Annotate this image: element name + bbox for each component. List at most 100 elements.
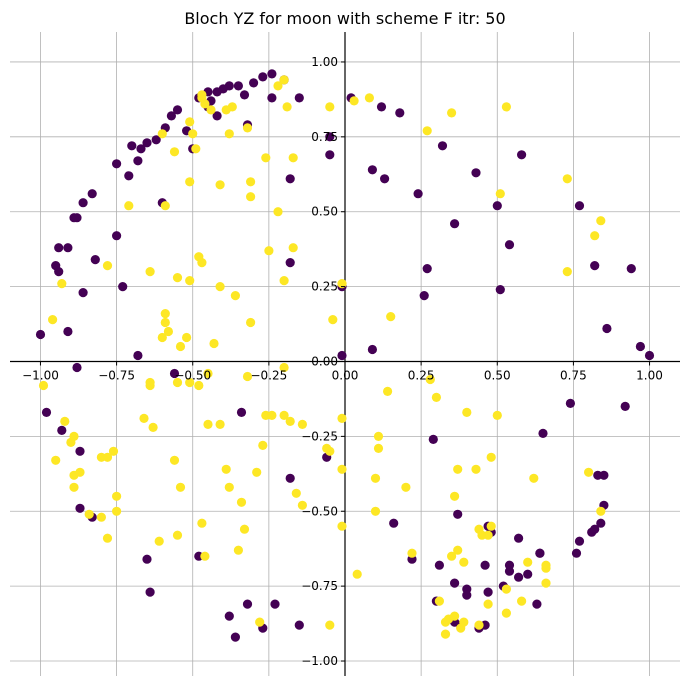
x-tick-label: −0.25	[250, 368, 287, 382]
data-point	[200, 551, 210, 561]
data-point	[626, 264, 636, 274]
data-point	[169, 368, 180, 379]
data-point	[63, 326, 73, 337]
data-point	[145, 267, 155, 277]
data-point	[285, 473, 295, 483]
y-tick-label: −0.25	[301, 429, 338, 443]
data-point	[48, 315, 58, 325]
data-point	[462, 407, 472, 417]
data-point	[169, 147, 180, 157]
data-point	[112, 159, 122, 169]
data-point	[54, 243, 64, 253]
data-point	[437, 141, 448, 151]
data-point	[471, 168, 481, 178]
data-point	[325, 132, 335, 142]
data-point	[258, 72, 268, 82]
data-point	[434, 560, 444, 570]
data-point	[279, 75, 289, 85]
data-point	[221, 105, 231, 115]
data-point	[285, 416, 295, 426]
data-point	[337, 464, 347, 474]
x-tick-label: −0.75	[98, 368, 135, 382]
data-point	[230, 291, 240, 301]
data-point	[504, 240, 515, 250]
data-point	[267, 93, 277, 103]
data-point	[337, 350, 347, 361]
data-point	[191, 144, 201, 154]
y-tick-label: −1.00	[301, 654, 338, 668]
data-point	[96, 512, 106, 522]
data-point	[532, 599, 542, 609]
data-point	[139, 413, 149, 423]
data-point	[514, 572, 524, 582]
data-point	[252, 467, 262, 477]
data-point	[136, 144, 146, 154]
data-point	[246, 192, 256, 202]
data-point	[127, 141, 137, 151]
data-point	[349, 96, 359, 106]
data-point	[337, 279, 347, 289]
data-point	[620, 401, 630, 411]
data-point	[160, 201, 170, 211]
data-point	[124, 201, 134, 211]
data-point	[87, 189, 97, 199]
data-point	[249, 78, 259, 88]
data-point	[428, 434, 438, 444]
data-point	[133, 156, 143, 166]
data-point	[157, 332, 167, 343]
data-point	[203, 419, 213, 429]
data-point	[145, 587, 155, 597]
data-point	[166, 111, 176, 121]
data-point	[471, 464, 481, 474]
data-point	[517, 150, 527, 160]
data-point	[78, 198, 88, 208]
data-points	[35, 69, 655, 642]
data-point	[169, 455, 180, 465]
data-point	[175, 482, 186, 492]
data-point	[273, 81, 283, 91]
data-point	[215, 419, 225, 429]
data-point	[492, 410, 502, 420]
data-point	[370, 473, 381, 483]
data-point	[142, 138, 152, 148]
data-point	[246, 177, 256, 187]
data-point	[590, 524, 600, 534]
data-point	[425, 374, 435, 385]
data-point	[590, 261, 600, 271]
data-point	[373, 431, 384, 441]
data-point	[108, 446, 119, 456]
data-point	[599, 470, 609, 480]
data-point	[51, 455, 61, 465]
data-point	[529, 473, 539, 483]
x-tick-label: 0.75	[560, 368, 587, 382]
data-point	[282, 102, 292, 112]
data-point	[38, 380, 49, 391]
data-point	[239, 524, 250, 534]
data-point	[246, 317, 256, 328]
data-point	[172, 273, 183, 283]
data-point	[584, 467, 594, 477]
data-point	[72, 362, 82, 373]
data-point	[523, 557, 533, 567]
data-point	[596, 518, 606, 528]
data-point	[395, 108, 405, 118]
data-point	[285, 174, 295, 184]
data-point	[517, 596, 527, 606]
data-point	[367, 344, 377, 355]
data-point	[495, 285, 505, 295]
data-point	[151, 135, 161, 145]
data-point	[523, 569, 533, 579]
data-point	[160, 309, 170, 319]
data-point	[69, 431, 79, 441]
data-point	[90, 255, 100, 265]
data-point	[264, 246, 274, 256]
data-point	[483, 530, 493, 540]
data-point	[407, 548, 417, 558]
data-point	[480, 560, 490, 570]
data-point	[63, 243, 73, 253]
data-point	[453, 464, 463, 474]
data-point	[236, 407, 247, 417]
data-point	[297, 419, 307, 429]
data-point	[453, 545, 463, 555]
